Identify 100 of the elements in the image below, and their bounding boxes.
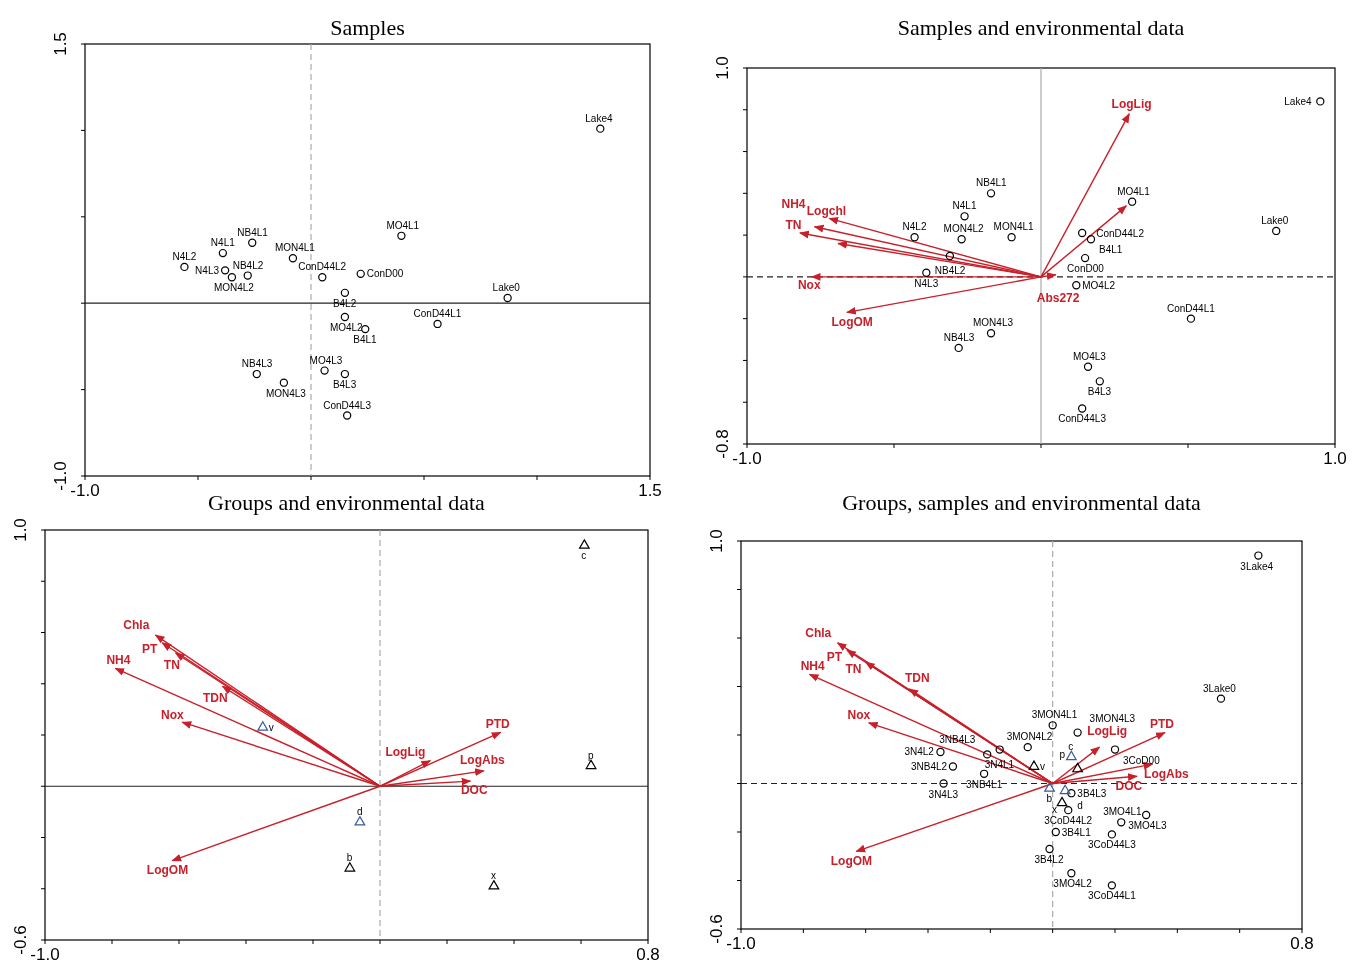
data-label: ConD00 — [366, 268, 404, 280]
series-label: LogAbs — [460, 753, 506, 768]
data-label: c — [581, 550, 587, 562]
series-label: TN — [163, 658, 180, 673]
data-label: Lake0 — [492, 282, 521, 294]
series-label: TDN — [904, 670, 930, 685]
series-label: Nox — [847, 708, 871, 723]
data-label: NB4L1 — [237, 226, 269, 238]
data-label: b — [1046, 793, 1053, 805]
data-label: B4L1 — [1098, 244, 1123, 256]
data-label: MON4L1 — [993, 221, 1035, 233]
data-label: N4L3 — [195, 264, 220, 276]
data-label: d — [356, 806, 363, 818]
series-label: TN — [845, 661, 862, 676]
data-label: N4L3 — [914, 277, 939, 289]
series-label: PT — [826, 649, 843, 664]
series-label: Chla — [123, 618, 150, 633]
data-label: NB4L3 — [943, 331, 975, 343]
data-label: v — [268, 721, 274, 733]
data-label: 3B4L2 — [1034, 853, 1064, 865]
data-label: ConD44L1 — [1166, 302, 1216, 314]
data-label: ConD00 — [1067, 263, 1105, 275]
data-label: MO4L2 — [1082, 279, 1116, 291]
data-label: 3Lake4 — [1240, 560, 1274, 572]
data-label: MO4L1 — [386, 219, 420, 231]
data-label: N4L1 — [952, 200, 977, 212]
data-label: ConD44L3 — [323, 399, 372, 411]
data-label: 3Lake0 — [1202, 682, 1237, 694]
data-label: x — [1052, 803, 1058, 815]
series-label: TN — [785, 218, 802, 233]
series-label: DOC — [1115, 779, 1143, 794]
data-label: B4L3 — [332, 379, 357, 391]
series-label: LogLig — [1087, 724, 1128, 739]
data-label: MO4L3 — [309, 354, 343, 366]
x-tick-label: 0.8 — [1290, 934, 1314, 953]
data-label: 3N4L3 — [928, 788, 959, 800]
data-label: N4L2 — [172, 250, 197, 262]
chart-title: Samples — [330, 15, 405, 40]
series-label: PTD — [1149, 716, 1175, 731]
data-label: NB4L1 — [976, 177, 1008, 189]
data-label: ConD44L1 — [413, 307, 462, 319]
data-label: 3MON4L3 — [1089, 712, 1136, 724]
data-label: MON4L3 — [265, 387, 307, 399]
chart-title: Samples and environmental data — [897, 15, 1185, 40]
data-label: d — [1077, 799, 1083, 811]
data-label: x — [490, 870, 496, 882]
series-label: NH4 — [106, 652, 131, 667]
data-label: N4L1 — [210, 237, 236, 249]
data-label: 3MON4L1 — [1031, 709, 1078, 721]
series-label: LogOM — [146, 863, 189, 878]
data-label: 3N4L2 — [904, 746, 935, 758]
data-label: 3NB4L1 — [966, 778, 1003, 790]
data-label: v — [1039, 761, 1045, 773]
data-label: NB4L2 — [232, 259, 264, 271]
series-label: LogOM — [830, 854, 873, 869]
y-tick-label: -0.6 — [11, 925, 30, 955]
data-label: 3CoD00 — [1123, 754, 1161, 766]
y-tick-label: -0.6 — [707, 914, 726, 944]
series-label: DOC — [460, 782, 488, 797]
chart-title: Groups, samples and environmental data — [842, 490, 1202, 515]
data-label: 3B4L1 — [1061, 826, 1092, 838]
y-tick-label: 1.0 — [707, 529, 726, 553]
data-label: ConD44L2 — [1096, 227, 1145, 239]
data-label: MO4L3 — [1073, 350, 1107, 362]
y-tick-label: 1.0 — [713, 56, 732, 80]
series-label: Abs272 — [1036, 290, 1080, 305]
data-label: c — [1068, 740, 1074, 752]
data-label: p — [1059, 748, 1066, 760]
data-label: B4L3 — [1087, 386, 1112, 398]
data-label: N4L2 — [902, 221, 927, 233]
series-label: Nox — [161, 707, 185, 722]
data-label: ConD44L3 — [1058, 413, 1107, 425]
series-label: LogLig — [1111, 97, 1152, 112]
data-label: 3MON4L2 — [1006, 731, 1053, 743]
series-label: Chla — [805, 625, 832, 640]
data-label: 3CoD44L1 — [1087, 890, 1137, 902]
series-label: TDN — [202, 691, 228, 706]
data-label: MON4L1 — [274, 242, 316, 254]
data-label: p — [588, 749, 595, 761]
data-label: B4L1 — [353, 334, 378, 346]
series-label: NH4 — [800, 658, 825, 673]
data-label: 3CoD44L2 — [1044, 815, 1093, 827]
series-label: LogAbs — [1144, 766, 1190, 781]
data-label: 3CoD44L3 — [1087, 839, 1137, 851]
x-tick-label: -1.0 — [726, 934, 756, 953]
series-label: PTD — [485, 716, 511, 731]
data-label: NB4L3 — [241, 358, 273, 370]
data-label: 3MO4L3 — [1128, 820, 1167, 832]
data-label: MON4L2 — [943, 223, 985, 235]
data-label: Lake4 — [1284, 95, 1312, 107]
data-label: b — [346, 852, 353, 864]
data-label: 3MO4L1 — [1103, 806, 1143, 818]
chart-title: Groups and environmental data — [208, 490, 486, 515]
series-label: Logchl — [806, 203, 847, 218]
data-label: 3B4L3 — [1077, 787, 1107, 799]
series-label: PT — [142, 642, 159, 657]
series-label: LogLig — [385, 745, 426, 760]
data-label: MON4L2 — [213, 282, 255, 294]
data-label: 3NB4L2 — [910, 761, 948, 773]
series-label: NH4 — [781, 197, 806, 212]
